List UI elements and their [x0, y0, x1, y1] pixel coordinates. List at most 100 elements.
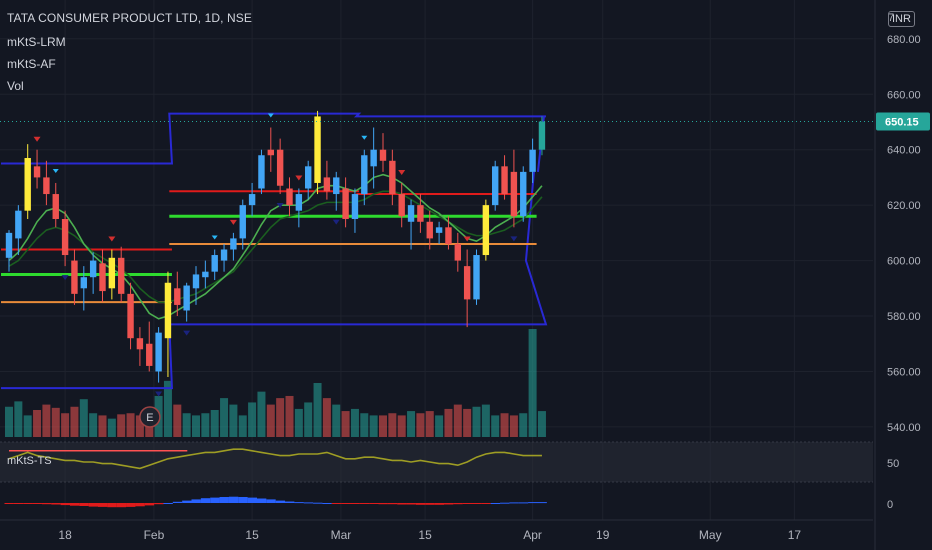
osc-bar [51, 503, 61, 505]
volume-bar [14, 401, 23, 437]
candle-body [127, 293, 134, 339]
osc-bar [331, 503, 342, 504]
osc-bar [369, 503, 379, 504]
candle [24, 144, 31, 219]
volume-bar [89, 413, 98, 437]
candle-body [164, 282, 172, 339]
volume-bar [472, 406, 481, 437]
osc-bar [79, 503, 89, 506]
candle-body [5, 232, 13, 258]
volume-bar [322, 398, 331, 437]
candle [15, 205, 22, 256]
sell-marker [108, 236, 116, 242]
candle [155, 327, 162, 383]
signal-markers [33, 113, 518, 397]
osc-bar [285, 501, 295, 503]
osc-bar [116, 503, 127, 508]
osc-bar [219, 497, 229, 503]
sell-marker [463, 236, 471, 242]
candle [118, 246, 125, 303]
osc-bar [462, 503, 473, 504]
osc-bar [88, 503, 99, 507]
candle-body [155, 332, 162, 372]
candle-body [276, 149, 284, 186]
ts-pane-bg [0, 442, 873, 482]
candle [211, 249, 218, 280]
grid [0, 0, 873, 520]
ts-pane-legend[interactable]: mKtS-TS [7, 455, 52, 467]
candle [482, 199, 490, 261]
volume-bar [435, 415, 444, 437]
candle-body [267, 149, 274, 156]
candle [463, 249, 471, 328]
candle [267, 127, 274, 172]
volume-bar [5, 406, 13, 437]
price-axis: 540.00 560.00 580.00 600.00 620.00 640.00 660.… [887, 12, 921, 434]
volume-bar [397, 415, 406, 437]
osc-bar [359, 503, 370, 504]
candle-body [305, 166, 312, 189]
candle-body [417, 205, 424, 222]
candle [389, 149, 396, 206]
price-tick-label: 560.00 [887, 366, 921, 378]
osc-bar [191, 499, 201, 503]
osc-bar [313, 502, 323, 504]
time-tick-label: 15 [418, 528, 432, 542]
osc-bar [4, 503, 14, 504]
osc-bar [256, 498, 267, 503]
price-tick-label: 640.00 [887, 145, 921, 157]
volume-bar [360, 413, 369, 437]
candle-body [492, 166, 499, 206]
osc-bar [500, 502, 510, 504]
candle [417, 194, 424, 233]
volume-bar [201, 413, 210, 437]
candle [183, 282, 190, 322]
indicator-legend-vol[interactable]: Vol [7, 79, 24, 93]
volume-bar [107, 418, 116, 437]
regression-channel [1, 112, 548, 390]
candle [492, 160, 499, 211]
candle [276, 138, 284, 195]
osc-bar [32, 503, 42, 504]
candle-body [220, 249, 228, 261]
sell-marker [229, 219, 237, 225]
volume-bar [98, 415, 107, 437]
ma-slow-line [8, 190, 543, 303]
candle-body [118, 257, 125, 294]
last-price-label: 650.15 [885, 117, 919, 129]
candle-body [473, 255, 480, 300]
earnings-marker: E [139, 406, 161, 428]
osc-bar [23, 503, 33, 504]
candle [220, 243, 228, 272]
down-marker [155, 391, 163, 397]
candle-body [529, 149, 536, 172]
candle [258, 149, 265, 195]
currency-badge[interactable]: INR [888, 11, 915, 27]
volume-bar [463, 408, 472, 437]
osc-histogram [4, 496, 547, 508]
candle [192, 266, 200, 305]
symbol-title[interactable]: TATA CONSUMER PRODUCT LTD, 1D, NSE [7, 11, 252, 25]
candle-body [136, 338, 144, 350]
indicator-legend-af[interactable]: mKtS-AF [7, 57, 56, 71]
indicator-legend-lrm[interactable]: mKtS-LRM [7, 35, 66, 49]
osc-bar [228, 496, 239, 503]
volume-bar [537, 411, 546, 437]
candle-body [89, 260, 97, 278]
time-tick-label: Mar [331, 528, 352, 542]
down-marker [183, 330, 191, 336]
candle [342, 177, 349, 228]
volume-bar [294, 408, 303, 437]
osc-bar [443, 503, 454, 505]
volume-bar [341, 411, 350, 437]
candle [407, 199, 415, 250]
candle [323, 160, 331, 200]
time-tick-label: 17 [788, 528, 802, 542]
volume-bar [163, 380, 172, 437]
candle [136, 327, 144, 366]
osc-bar [387, 503, 398, 505]
osc-bar [378, 503, 388, 505]
volume-bar [313, 383, 322, 437]
